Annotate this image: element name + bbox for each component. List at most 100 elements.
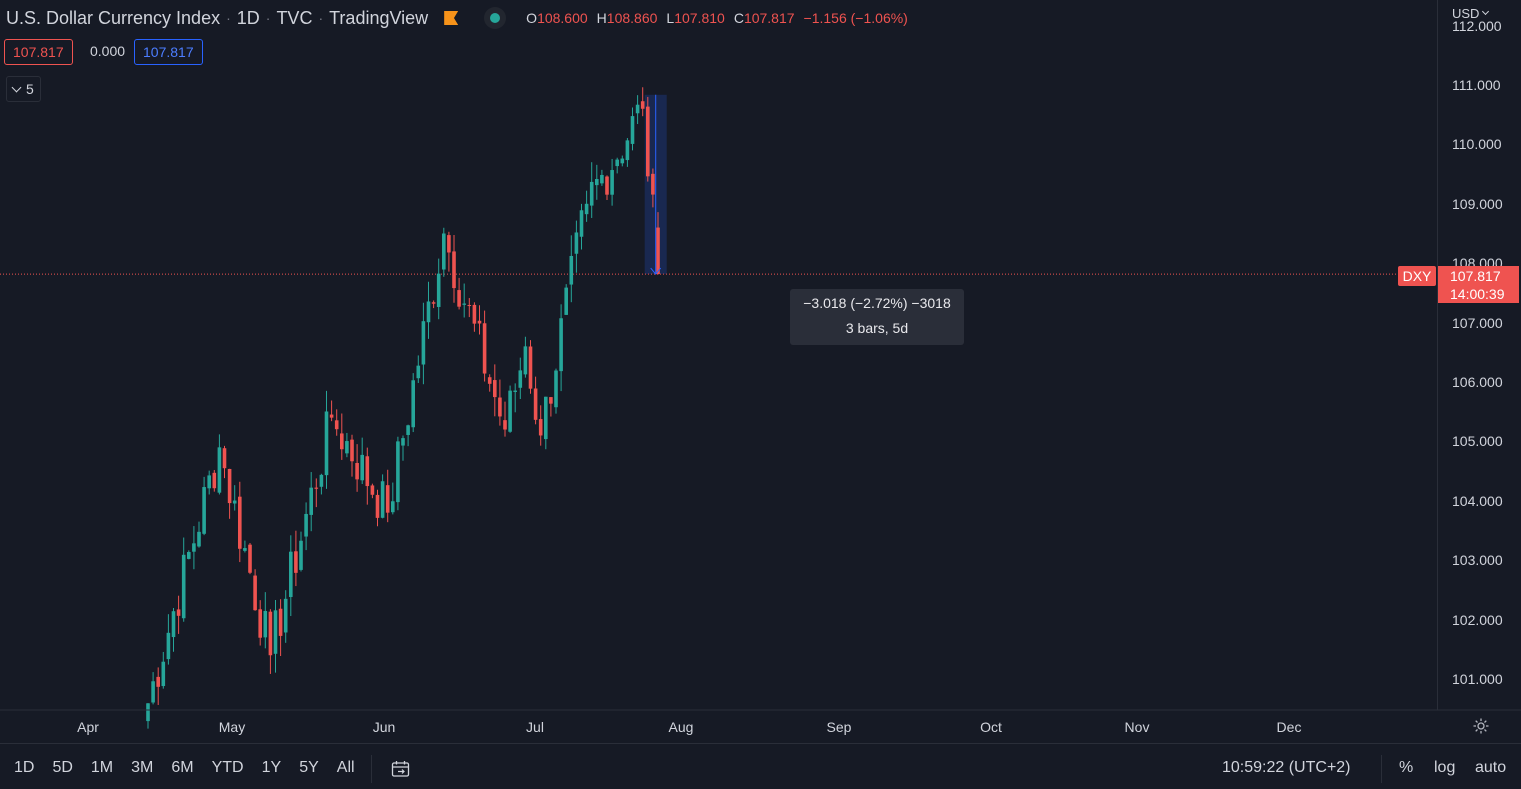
candle-body	[243, 548, 247, 551]
bottom-toolbar	[0, 743, 1521, 789]
change-value: −1.156 (−1.06%)	[803, 10, 908, 26]
indicators-toggle-button[interactable]: 5	[6, 76, 41, 102]
candle-body	[227, 468, 232, 504]
measure-bars: 3 bars, 5d	[845, 320, 909, 336]
candle-body	[385, 485, 390, 513]
range-button-ytd[interactable]: YTD	[211, 759, 244, 776]
price-axis-label: 105.000	[1452, 433, 1503, 450]
time-axis-label: Dec	[1276, 719, 1302, 735]
low-value: 107.810	[674, 10, 725, 26]
candle-body	[411, 380, 415, 428]
range-button-3m[interactable]: 3M	[131, 759, 154, 776]
candle-body	[268, 611, 273, 656]
candle-body	[508, 390, 512, 432]
candle-body	[656, 227, 660, 275]
price-axis-label: 112.000	[1452, 17, 1502, 34]
candle-body	[436, 273, 441, 307]
candle-body	[401, 438, 405, 446]
open-value: 108.600	[537, 10, 588, 26]
range-button-5d[interactable]: 5D	[52, 759, 73, 776]
last-price-tag: 107.817 14:00:39	[1438, 266, 1519, 303]
candle-body	[370, 485, 375, 495]
candle-body	[151, 681, 155, 703]
candle-body	[477, 320, 482, 324]
candle-body	[487, 377, 492, 384]
candle-body	[528, 346, 533, 389]
measure-tooltip: −3.018 (−2.72%) −3018 3 bars, 5d	[790, 289, 964, 345]
chevron-down-icon	[1482, 7, 1490, 16]
candle-body	[187, 552, 191, 559]
candle-body	[498, 397, 502, 417]
auto-scale-button[interactable]: auto	[1475, 759, 1507, 776]
candle-body	[375, 494, 380, 518]
candle-body	[283, 598, 288, 633]
candle-body	[467, 305, 472, 307]
candle-body	[503, 420, 507, 430]
currency-selector[interactable]: USD	[1452, 6, 1490, 21]
last-price: 107.817	[1450, 268, 1501, 284]
time-axis-label: Nov	[1124, 719, 1150, 735]
candle-body	[166, 632, 171, 660]
candle-body	[416, 365, 421, 379]
candle-body	[273, 610, 278, 654]
exchange-label: TVC	[276, 7, 313, 28]
time-axis-label: Oct	[980, 719, 1002, 735]
price-axis[interactable]	[1437, 0, 1521, 710]
candle-body	[263, 610, 268, 638]
candle-body	[329, 414, 334, 418]
settings-gear-icon[interactable]	[1472, 717, 1490, 735]
candle-body	[192, 543, 196, 552]
candle-body	[355, 463, 359, 480]
buy-price-box[interactable]: 107.817	[134, 39, 203, 65]
candle-body	[625, 140, 630, 161]
interval-label[interactable]: 1D	[236, 7, 260, 28]
candle-body	[299, 540, 303, 570]
candle-body	[472, 304, 477, 324]
range-button-1m[interactable]: 1M	[90, 759, 114, 776]
price-axis-label: 104.000	[1452, 492, 1503, 509]
price-axis-label: 111.000	[1452, 77, 1501, 93]
candle-body	[579, 210, 584, 237]
candle-body	[289, 551, 293, 598]
range-button-5y[interactable]: 5Y	[299, 759, 319, 776]
candle-body	[544, 396, 548, 440]
measure-change: −3.018 (−2.72%) −3018	[803, 295, 951, 311]
log-scale-button[interactable]: log	[1434, 759, 1456, 776]
sell-price-box[interactable]: 107.817	[4, 39, 73, 65]
candle-body	[171, 611, 176, 638]
range-button-all[interactable]: All	[336, 759, 355, 776]
flag-icon[interactable]	[444, 11, 459, 25]
status-dot	[490, 13, 501, 23]
price-axis-label: 110.000	[1452, 136, 1502, 153]
candle-body	[294, 551, 298, 573]
range-button-6m[interactable]: 6M	[171, 759, 194, 776]
chart-header: U.S. Dollar Currency Index · 1D · TVC · …	[6, 7, 908, 29]
market-status-icon[interactable]	[484, 7, 507, 29]
candle-body	[176, 609, 181, 616]
open-label: O	[526, 10, 538, 26]
go-to-date-icon[interactable]	[391, 760, 410, 778]
time-axis-label: Apr	[77, 719, 99, 735]
candle-body	[646, 106, 650, 177]
price-axis-label: 106.000	[1452, 374, 1503, 390]
indicators-count: 5	[26, 81, 34, 97]
candle-body	[197, 531, 201, 547]
candle-body	[600, 174, 604, 184]
header-separator: ·	[265, 10, 271, 26]
percent-scale-button[interactable]: %	[1399, 759, 1414, 776]
candle-body	[258, 609, 262, 638]
price-axis-label: 103.000	[1452, 552, 1503, 569]
candle-body	[630, 116, 635, 144]
range-button-1y[interactable]: 1Y	[261, 759, 282, 776]
timezone-clock[interactable]: 10:59:22 (UTC+2)	[1222, 759, 1351, 776]
symbol-title[interactable]: U.S. Dollar Currency Index	[6, 7, 221, 28]
close-label: C	[733, 10, 744, 26]
candle-body	[605, 176, 609, 195]
toolbar-divider	[371, 755, 372, 783]
spread-value: 0.000	[90, 43, 126, 59]
candle-body	[564, 287, 568, 315]
price-axis-label: 101.000	[1452, 671, 1503, 687]
candle-body	[217, 447, 222, 493]
range-button-1d[interactable]: 1D	[14, 759, 35, 776]
